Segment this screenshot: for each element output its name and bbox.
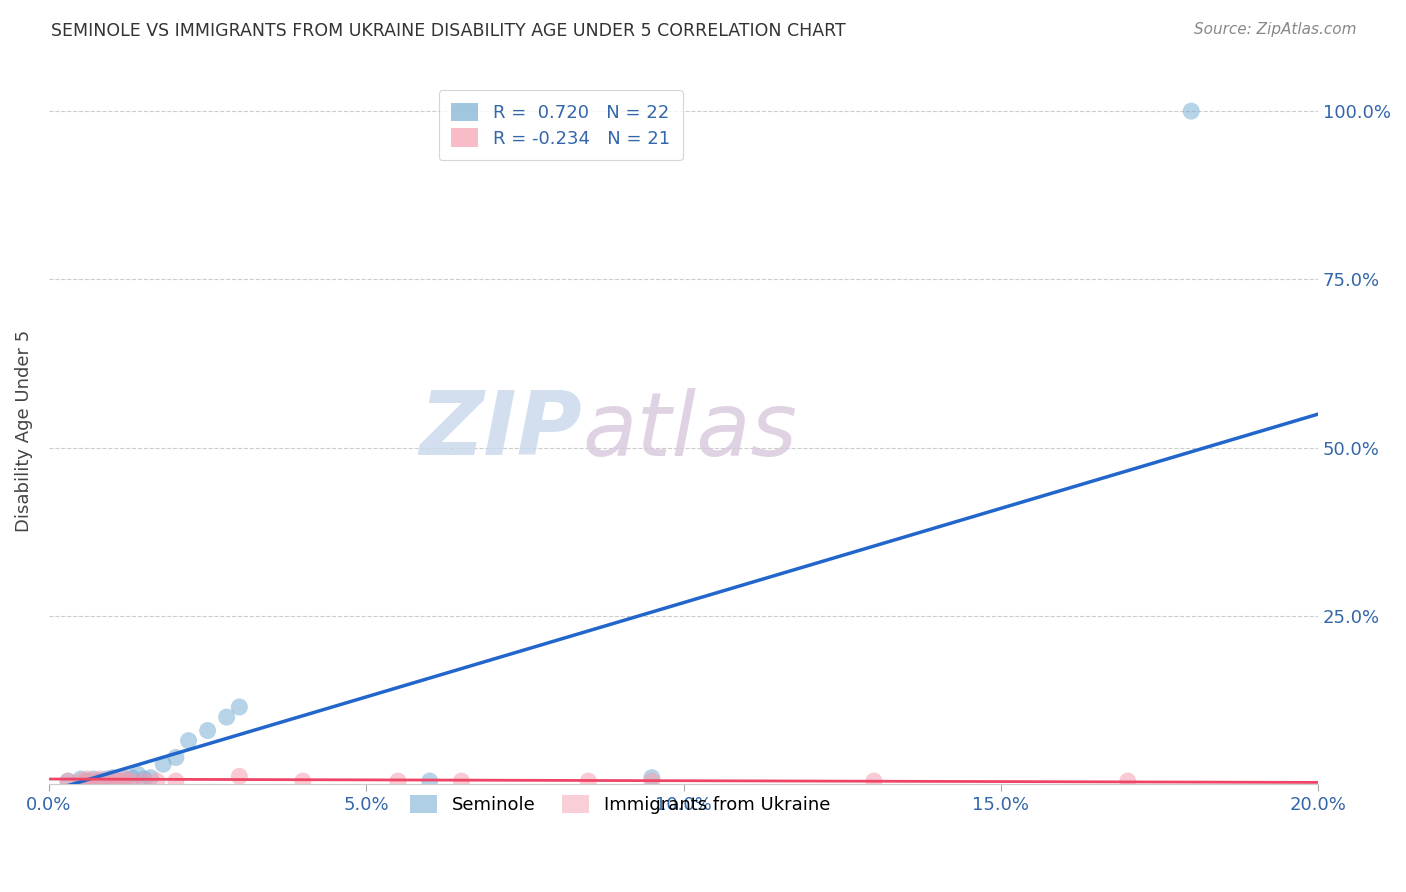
Point (291, 774, 314, 789)
Point (228, 700, 250, 714)
Point (228, 769, 250, 783)
Point (56, 774, 79, 789)
Point (165, 774, 187, 789)
Text: SEMINOLE VS IMMIGRANTS FROM UKRAINE DISABILITY AGE UNDER 5 CORRELATION CHART: SEMINOLE VS IMMIGRANTS FROM UKRAINE DISA… (51, 22, 845, 40)
Point (419, 774, 441, 789)
Point (82, 774, 104, 789)
Y-axis label: Disability Age Under 5: Disability Age Under 5 (15, 330, 32, 532)
Point (114, 772, 136, 786)
Point (114, 772, 136, 786)
Point (146, 774, 169, 789)
Point (641, 771, 664, 785)
Text: atlas: atlas (582, 388, 797, 474)
Point (121, 774, 143, 789)
Legend: Seminole, Immigrants from Ukraine: Seminole, Immigrants from Ukraine (399, 784, 841, 825)
Point (165, 750, 187, 764)
Point (101, 771, 124, 785)
Point (139, 771, 162, 785)
Point (76, 772, 98, 786)
Point (101, 772, 124, 786)
Point (215, 710, 238, 724)
Point (107, 774, 129, 789)
Text: ZIP: ZIP (419, 387, 582, 475)
Point (69, 774, 91, 789)
Point (82, 772, 104, 786)
Point (576, 774, 599, 789)
Point (94, 774, 117, 789)
Point (107, 774, 129, 789)
Point (89, 774, 111, 789)
Point (1116, 774, 1139, 789)
Point (450, 774, 472, 789)
Point (76, 774, 98, 789)
Point (177, 733, 200, 747)
Text: Source: ZipAtlas.com: Source: ZipAtlas.com (1194, 22, 1357, 37)
Point (121, 771, 143, 785)
Point (387, 774, 409, 789)
Point (127, 767, 149, 781)
Point (641, 774, 664, 789)
Point (94, 772, 117, 786)
Point (863, 774, 886, 789)
Point (89, 772, 111, 786)
Point (152, 757, 174, 772)
Point (1180, 104, 1202, 119)
Point (134, 772, 156, 786)
Point (56, 774, 79, 789)
Point (69, 772, 91, 786)
Point (197, 723, 219, 738)
Point (134, 774, 156, 789)
